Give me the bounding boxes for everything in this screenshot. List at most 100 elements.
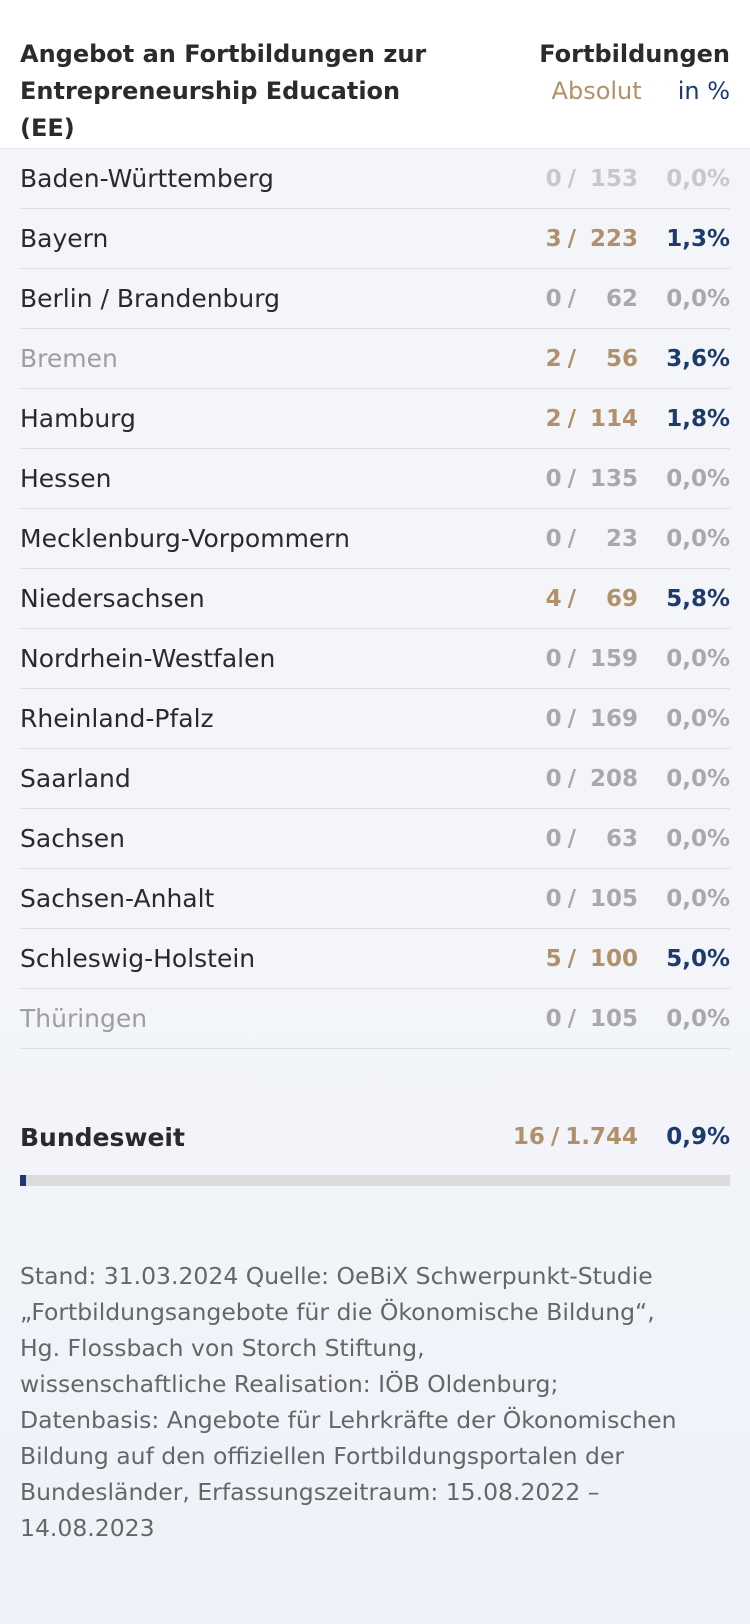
- total-label: Bundesweit: [20, 1122, 185, 1152]
- fraction-separator: /: [567, 885, 576, 912]
- percent-value: 1,3%: [666, 225, 730, 252]
- absolute-value: 0/ 169: [468, 706, 638, 732]
- source-footnote: Stand: 31.03.2024 Quelle: OeBiX Schwerpu…: [20, 1258, 720, 1546]
- percent-value: 0,0%: [666, 165, 730, 192]
- percent-value: 0,0%: [666, 1005, 730, 1032]
- fraction-separator: /: [567, 225, 576, 252]
- fraction-separator: /: [567, 645, 576, 672]
- fraction-separator: /: [567, 1005, 576, 1032]
- percent-value: 0,0%: [666, 645, 730, 672]
- offer-count: 0: [545, 465, 562, 492]
- absolute-value: 2/ 114: [468, 406, 638, 432]
- fraction-separator: /: [567, 165, 576, 192]
- table-row: Hessen 0/ 135 0,0%: [20, 449, 730, 509]
- fraction-separator: /: [567, 465, 576, 492]
- table-row: Bayern 3/ 223 1,3%: [20, 209, 730, 269]
- absolute-value: 0/ 153: [468, 166, 638, 192]
- percent-value: 0,0%: [666, 765, 730, 792]
- state-name: Niedersachsen: [20, 584, 205, 613]
- table-row: Niedersachsen 4/ 69 5,8%: [20, 569, 730, 629]
- footnote-line: Bildung auf den offiziellen Fortbildungs…: [20, 1442, 625, 1470]
- percent-value: 5,0%: [666, 945, 730, 972]
- absolute-value: 4/ 69: [468, 586, 638, 612]
- offer-total: 100: [589, 945, 638, 972]
- column-group-title: Fortbildungen: [539, 40, 730, 68]
- offer-count: 5: [545, 945, 562, 972]
- absolute-value: 0/ 63: [468, 826, 638, 852]
- absolute-value: 5/ 100: [468, 946, 638, 972]
- total-row: Bundesweit 16 / 1.744 0,9%: [20, 1117, 730, 1157]
- state-name: Schleswig-Holstein: [20, 944, 256, 973]
- table-row: Nordrhein-Westfalen 0/ 159 0,0%: [20, 629, 730, 689]
- state-name: Bremen: [20, 344, 118, 373]
- state-name: Bayern: [20, 224, 109, 253]
- state-name: Baden-Württemberg: [20, 164, 274, 193]
- column-absolut-label: Absolut: [551, 77, 642, 105]
- offer-count: 4: [545, 585, 562, 612]
- table-row: Sachsen-Anhalt 0/ 105 0,0%: [20, 869, 730, 929]
- state-name: Sachsen-Anhalt: [20, 884, 215, 913]
- absolute-value: 3/ 223: [468, 226, 638, 252]
- offer-count: 2: [545, 405, 562, 432]
- offer-total: 105: [589, 1005, 638, 1032]
- percent-value: 0,0%: [666, 525, 730, 552]
- offer-total: 135: [589, 465, 638, 492]
- fraction-separator: /: [567, 345, 576, 372]
- state-name: Hessen: [20, 464, 112, 493]
- table-row: Mecklenburg-Vorpommern 0/ 23 0,0%: [20, 509, 730, 569]
- table-row: Bremen 2/ 56 3,6%: [20, 329, 730, 389]
- state-name: Sachsen: [20, 824, 126, 853]
- state-name: Mecklenburg-Vorpommern: [20, 524, 350, 553]
- state-name: Thüringen: [20, 1004, 148, 1033]
- offer-total: 63: [605, 825, 638, 852]
- title-line-2: Entrepreneurship Education (EE): [20, 77, 401, 142]
- total-separator: /: [550, 1124, 560, 1150]
- state-name: Saarland: [20, 764, 131, 793]
- total-progress-fill: [20, 1175, 27, 1186]
- table-row: Baden-Württemberg 0/ 153 0,0%: [20, 149, 730, 209]
- total-percent: 0,9%: [666, 1124, 730, 1150]
- fraction-separator: /: [567, 525, 576, 552]
- offer-total: 153: [589, 165, 638, 192]
- state-name: Nordrhein-Westfalen: [20, 644, 276, 673]
- offer-total: 159: [589, 645, 638, 672]
- percent-value: 0,0%: [666, 285, 730, 312]
- absolute-value: 0/ 208: [468, 766, 638, 792]
- offer-total: 223: [589, 225, 638, 252]
- absolute-value: 0/ 105: [468, 886, 638, 912]
- absolute-value: 2/ 56: [468, 346, 638, 372]
- table-row: Sachsen 0/ 63 0,0%: [20, 809, 730, 869]
- column-headers: Fortbildungen Absolut in %: [539, 36, 730, 110]
- offer-total: 105: [589, 885, 638, 912]
- fraction-separator: /: [567, 825, 576, 852]
- offer-total: 114: [589, 405, 638, 432]
- offer-total: 169: [589, 705, 638, 732]
- percent-value: 0,0%: [666, 705, 730, 732]
- title-line-1: Angebot an Fortbildungen zur: [20, 40, 427, 68]
- fraction-separator: /: [567, 945, 576, 972]
- state-name: Rheinland-Pfalz: [20, 704, 214, 733]
- footnote-line: „Fortbildungsangebote für die Ökonomisch…: [20, 1298, 655, 1326]
- column-percent-label: in %: [677, 77, 730, 105]
- absolute-value: 0/ 23: [468, 526, 638, 552]
- fraction-separator: /: [567, 765, 576, 792]
- offer-total: 69: [605, 585, 638, 612]
- offer-count: 0: [545, 285, 562, 312]
- table-row: Rheinland-Pfalz 0/ 169 0,0%: [20, 689, 730, 749]
- state-name: Berlin / Brandenburg: [20, 284, 280, 313]
- total-absolute: 16 / 1.744: [338, 1124, 638, 1150]
- percent-value: 0,0%: [666, 465, 730, 492]
- offer-count: 0: [545, 765, 562, 792]
- offer-total: 23: [605, 525, 638, 552]
- absolute-value: 0/ 62: [468, 286, 638, 312]
- offer-count: 3: [545, 225, 562, 252]
- offer-count: 0: [545, 165, 562, 192]
- percent-value: 5,8%: [666, 585, 730, 612]
- footnote-line: Bundesländer, Erfassungszeitraum: 15.08.…: [20, 1478, 600, 1542]
- offer-total: 62: [605, 285, 638, 312]
- total-of: 1.744: [565, 1124, 638, 1150]
- offer-total: 56: [605, 345, 638, 372]
- offer-count: 0: [545, 825, 562, 852]
- fraction-separator: /: [567, 405, 576, 432]
- footnote-line: Hg. Flossbach von Storch Stiftung,: [20, 1334, 425, 1362]
